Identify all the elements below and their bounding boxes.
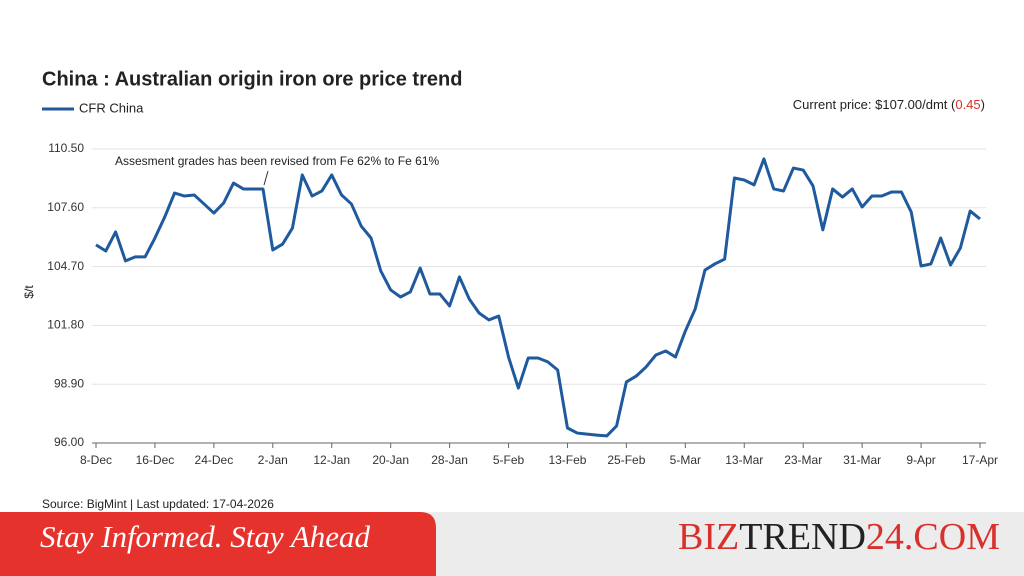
brand-part: BIZ bbox=[678, 516, 739, 558]
x-tick-label: 25-Feb bbox=[607, 453, 645, 467]
x-tick-label: 12-Jan bbox=[313, 453, 350, 467]
current-price: Current price: $107.00/dmt (0.45) bbox=[793, 97, 985, 112]
y-tick-label: 107.60 bbox=[47, 200, 84, 214]
data-line bbox=[95, 157, 981, 438]
x-tick-label: 8-Dec bbox=[80, 453, 112, 467]
price-change: 0.45 bbox=[955, 97, 980, 112]
x-tick-label: 13-Feb bbox=[548, 453, 586, 467]
y-tick-label: 101.80 bbox=[47, 318, 84, 332]
tagline: Stay Informed. Stay Ahead bbox=[40, 519, 371, 554]
y-tick-label: 104.70 bbox=[47, 259, 84, 273]
x-tick-label: 28-Jan bbox=[431, 453, 468, 467]
source: Source: BigMint | Last updated: 17-04-20… bbox=[42, 497, 274, 511]
x-tick-label: 13-Mar bbox=[725, 453, 763, 467]
x-tick-label: 17-Apr bbox=[962, 453, 998, 467]
brand-part: 24.COM bbox=[866, 516, 1000, 558]
y-tick-label: 96.00 bbox=[54, 435, 84, 449]
x-tick-label: 24-Dec bbox=[195, 453, 234, 467]
x-tick-label: 2-Jan bbox=[258, 453, 288, 467]
current-price-label: Current price: $107.00/dmt ( bbox=[793, 97, 956, 112]
annotation: Assesment grades has been revised from F… bbox=[115, 154, 439, 168]
current-price-close: ) bbox=[981, 97, 985, 112]
x-tick-label: 20-Jan bbox=[372, 453, 409, 467]
brand: BIZTREND24.COM bbox=[678, 516, 1000, 558]
y-tick-label: 98.90 bbox=[54, 376, 84, 390]
x-tick-label: 23-Mar bbox=[784, 453, 822, 467]
y-tick-label: 110.50 bbox=[48, 141, 84, 155]
x-tick-label: 9-Apr bbox=[906, 453, 935, 467]
y-axis-label: $/t bbox=[22, 285, 36, 299]
brand-part: TREND bbox=[739, 516, 866, 558]
annotation-leader bbox=[263, 170, 269, 186]
x-tick-label: 31-Mar bbox=[843, 453, 881, 467]
x-tick-label: 5-Mar bbox=[670, 453, 701, 467]
banner-red bbox=[0, 512, 436, 576]
chart-title: China : Australian origin iron ore price… bbox=[42, 68, 462, 90]
legend-label: CFR China bbox=[79, 100, 144, 115]
x-tick-label: 5-Feb bbox=[493, 453, 525, 467]
x-tick-label: 16-Dec bbox=[136, 453, 175, 467]
